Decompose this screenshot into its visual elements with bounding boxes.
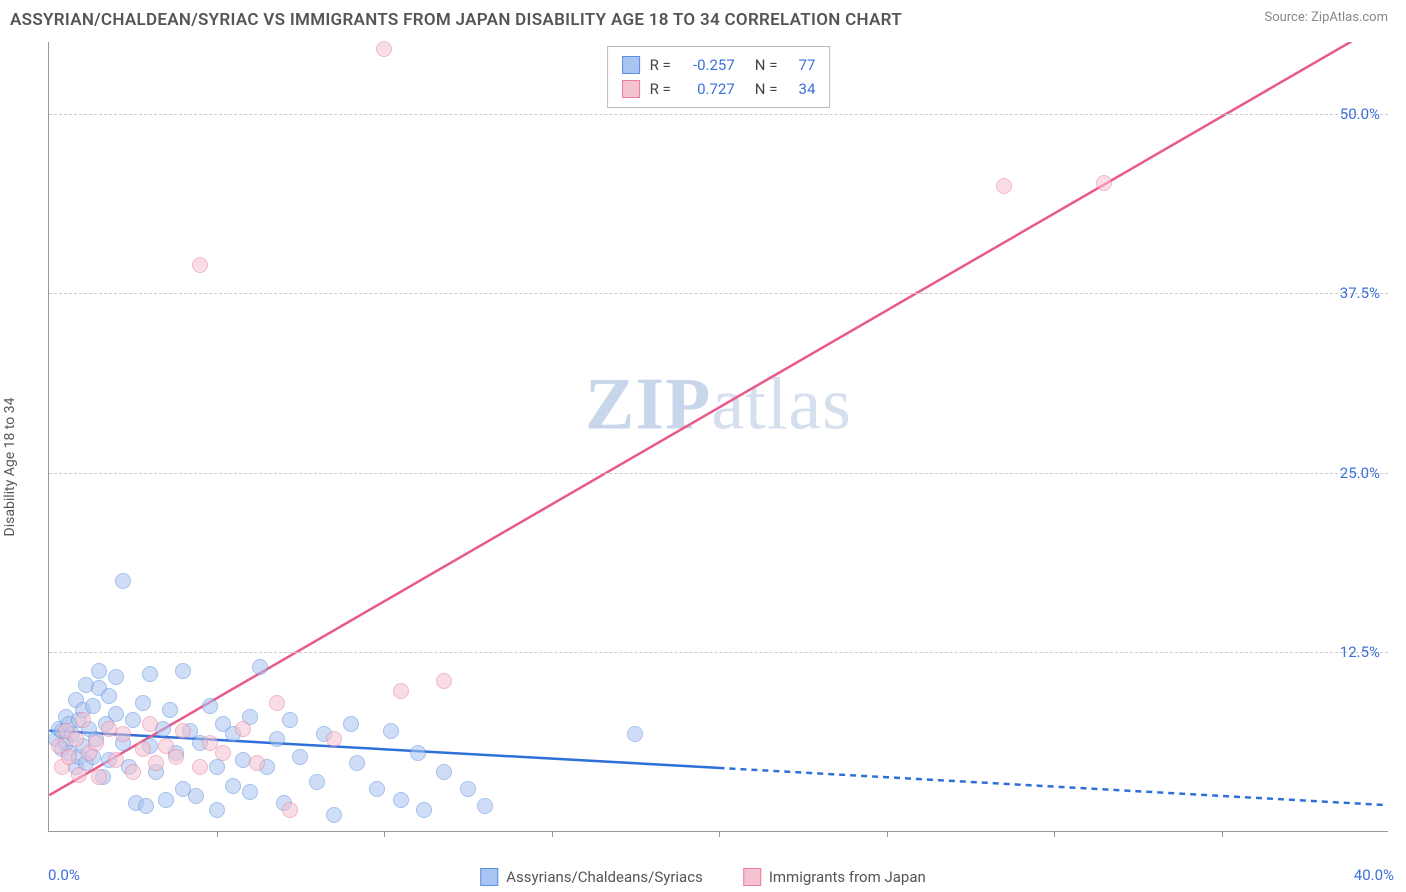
x-tick xyxy=(217,831,218,837)
data-point xyxy=(168,749,184,765)
data-point xyxy=(376,41,392,57)
data-point xyxy=(369,781,385,797)
data-point xyxy=(68,731,84,747)
x-axis-end-label: 40.0% xyxy=(1354,866,1394,884)
data-point xyxy=(209,759,225,775)
data-point xyxy=(101,688,117,704)
data-point xyxy=(242,784,258,800)
x-axis-origin-label: 0.0% xyxy=(48,866,80,884)
data-point xyxy=(115,573,131,589)
legend-item: Assyrians/Chaldeans/Syriacs xyxy=(480,868,703,886)
gridline xyxy=(49,293,1388,294)
data-point xyxy=(215,745,231,761)
data-point xyxy=(108,752,124,768)
chart-container: Disability Age 18 to 34 ZIPatlas R =-0.2… xyxy=(0,42,1406,892)
data-point xyxy=(627,726,643,742)
data-point xyxy=(410,745,426,761)
data-point xyxy=(175,723,191,739)
data-point xyxy=(125,712,141,728)
data-point xyxy=(436,673,452,689)
data-point xyxy=(142,716,158,732)
stats-swatch xyxy=(622,80,640,98)
stats-row: R =0.727N =34 xyxy=(622,77,816,101)
data-point xyxy=(71,767,87,783)
data-point xyxy=(85,698,101,714)
data-point xyxy=(269,695,285,711)
data-point xyxy=(138,798,154,814)
legend-swatch xyxy=(480,868,498,886)
x-tick xyxy=(887,831,888,837)
data-point xyxy=(108,669,124,685)
data-point xyxy=(225,778,241,794)
data-point xyxy=(282,802,298,818)
watermark: ZIPatlas xyxy=(585,362,852,447)
data-point xyxy=(91,663,107,679)
chart-title: ASSYRIAN/CHALDEAN/SYRIAC VS IMMIGRANTS F… xyxy=(10,10,902,30)
legend: Assyrians/Chaldeans/Syriacs Immigrants fr… xyxy=(480,868,926,886)
data-point xyxy=(282,712,298,728)
data-point xyxy=(148,755,164,771)
data-point xyxy=(326,731,342,747)
data-point xyxy=(460,781,476,797)
y-tick-label: 37.5% xyxy=(1340,284,1380,302)
data-point xyxy=(249,755,265,771)
gridline xyxy=(49,114,1388,115)
data-point xyxy=(477,798,493,814)
x-tick xyxy=(552,831,553,837)
data-point xyxy=(383,723,399,739)
stats-swatch xyxy=(622,56,640,74)
data-point xyxy=(142,666,158,682)
y-tick-label: 50.0% xyxy=(1340,105,1380,123)
data-point xyxy=(326,807,342,823)
data-point xyxy=(192,759,208,775)
gridline xyxy=(49,473,1388,474)
data-point xyxy=(188,788,204,804)
legend-item: Immigrants from Japan xyxy=(743,868,926,886)
data-point xyxy=(235,721,251,737)
legend-label: Immigrants from Japan xyxy=(769,868,926,886)
data-point xyxy=(252,659,268,675)
data-point xyxy=(436,764,452,780)
data-point xyxy=(349,755,365,771)
data-point xyxy=(292,749,308,765)
data-point xyxy=(309,774,325,790)
x-tick xyxy=(719,831,720,837)
data-point xyxy=(91,769,107,785)
data-point xyxy=(209,802,225,818)
y-tick-label: 12.5% xyxy=(1340,643,1380,661)
data-point xyxy=(393,792,409,808)
data-point xyxy=(269,731,285,747)
data-point xyxy=(115,726,131,742)
data-point xyxy=(88,735,104,751)
data-point xyxy=(158,792,174,808)
source-attribution: Source: ZipAtlas.com xyxy=(1264,10,1388,25)
stats-box: R =-0.257N =77R =0.727N =34 xyxy=(607,46,831,108)
data-point xyxy=(162,702,178,718)
legend-swatch xyxy=(743,868,761,886)
data-point xyxy=(202,698,218,714)
y-tick-label: 25.0% xyxy=(1340,464,1380,482)
x-tick xyxy=(1222,831,1223,837)
data-point xyxy=(175,663,191,679)
stats-row: R =-0.257N =77 xyxy=(622,53,816,77)
data-point xyxy=(996,178,1012,194)
data-point xyxy=(416,802,432,818)
x-tick xyxy=(384,831,385,837)
plot-area: ZIPatlas R =-0.257N =77R =0.727N =34 12.… xyxy=(48,42,1388,832)
gridline xyxy=(49,652,1388,653)
data-point xyxy=(135,741,151,757)
data-point xyxy=(192,257,208,273)
data-point xyxy=(135,695,151,711)
data-point xyxy=(75,712,91,728)
data-point xyxy=(393,683,409,699)
data-point xyxy=(61,749,77,765)
data-point xyxy=(125,764,141,780)
y-axis-label: Disability Age 18 to 34 xyxy=(2,398,18,537)
data-point xyxy=(343,716,359,732)
legend-label: Assyrians/Chaldeans/Syriacs xyxy=(506,868,703,886)
data-point xyxy=(1096,175,1112,191)
x-tick xyxy=(1054,831,1055,837)
